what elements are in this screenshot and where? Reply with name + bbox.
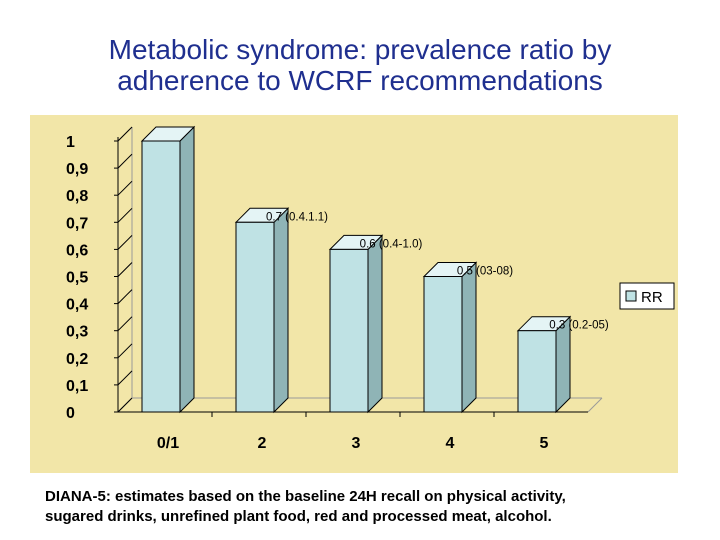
title-line-1: Metabolic syndrome: prevalence ratio by bbox=[108, 34, 612, 65]
bar bbox=[517, 330, 557, 413]
data-label: 0.3 (0.2-05) bbox=[549, 320, 609, 332]
bar bbox=[235, 221, 275, 413]
y-tick-diagonal bbox=[117, 262, 133, 277]
bar-side-face bbox=[273, 207, 289, 414]
title-line-2: adherence to WCRF recommendations bbox=[117, 65, 603, 96]
x-tick-label: 0/1 bbox=[157, 435, 179, 452]
y-tick-diagonal bbox=[117, 370, 133, 386]
x-tick-label: 4 bbox=[446, 435, 455, 452]
y-tick-label: 1 bbox=[66, 134, 75, 151]
y-tick-label: 0,3 bbox=[66, 324, 88, 341]
legend-label: RR bbox=[641, 289, 663, 306]
data-label: 0.5 (03-08) bbox=[457, 266, 513, 278]
bar bbox=[141, 140, 181, 413]
y-tick-diagonal bbox=[117, 289, 133, 304]
y-tick-label: 0,7 bbox=[66, 215, 88, 232]
bar-side-face bbox=[179, 125, 195, 414]
y-tick-label: 0,6 bbox=[66, 242, 88, 259]
bar-side-face bbox=[367, 234, 383, 414]
data-label: 0.6 (0.4-1.0) bbox=[360, 238, 423, 250]
legend: RR bbox=[619, 282, 675, 310]
footnote: DIANA-5: estimates based on the baseline… bbox=[45, 487, 705, 527]
y-tick-diagonal bbox=[117, 235, 133, 250]
bar bbox=[423, 276, 463, 413]
y-tick-diagonal bbox=[117, 207, 133, 223]
bar-side-face bbox=[461, 261, 477, 414]
bar bbox=[329, 248, 369, 413]
y-tick-diagonal bbox=[117, 126, 133, 142]
y-tick-label: 0,2 bbox=[66, 351, 88, 368]
y-tick-label: 0,8 bbox=[66, 188, 88, 205]
x-tick-label: 2 bbox=[258, 435, 267, 452]
y-tick-label: 0,9 bbox=[66, 161, 88, 178]
legend-swatch bbox=[625, 290, 637, 302]
y-tick-diagonal bbox=[117, 180, 133, 196]
footnote-line-2: sugared drinks, unrefined plant food, re… bbox=[45, 508, 552, 525]
y-tick-diagonal bbox=[117, 316, 133, 332]
data-label: 0.7 (0.4.1.1) bbox=[266, 211, 328, 223]
bar-chart: 0 0,1 0,2 0,3 0,4 0,5 0,6 0,7 0,8 0,9 1 0/1 2 0.7 (0.… bbox=[30, 115, 678, 473]
chart-area: 0 0,1 0,2 0,3 0,4 0,5 0,6 0,7 0,8 0,9 1 0/1 2 0.7 (0.… bbox=[30, 115, 678, 473]
y-tick-label: 0,5 bbox=[66, 270, 88, 287]
y-tick-label: 0,1 bbox=[66, 378, 88, 395]
y-tick-label: 0,4 bbox=[66, 297, 88, 314]
y-tick-diagonal bbox=[117, 397, 133, 413]
x-tick-label: 5 bbox=[540, 435, 549, 452]
y-tick-diagonal bbox=[117, 343, 133, 359]
floor-right-edge bbox=[587, 397, 603, 413]
y-tick-label: 0 bbox=[66, 405, 75, 422]
x-tick-label: 3 bbox=[352, 435, 361, 452]
y-tick-diagonal bbox=[117, 153, 133, 169]
slide-title: Metabolic syndrome: prevalence ratio by … bbox=[0, 34, 720, 96]
footnote-line-1: DIANA-5: estimates based on the baseline… bbox=[45, 488, 566, 505]
